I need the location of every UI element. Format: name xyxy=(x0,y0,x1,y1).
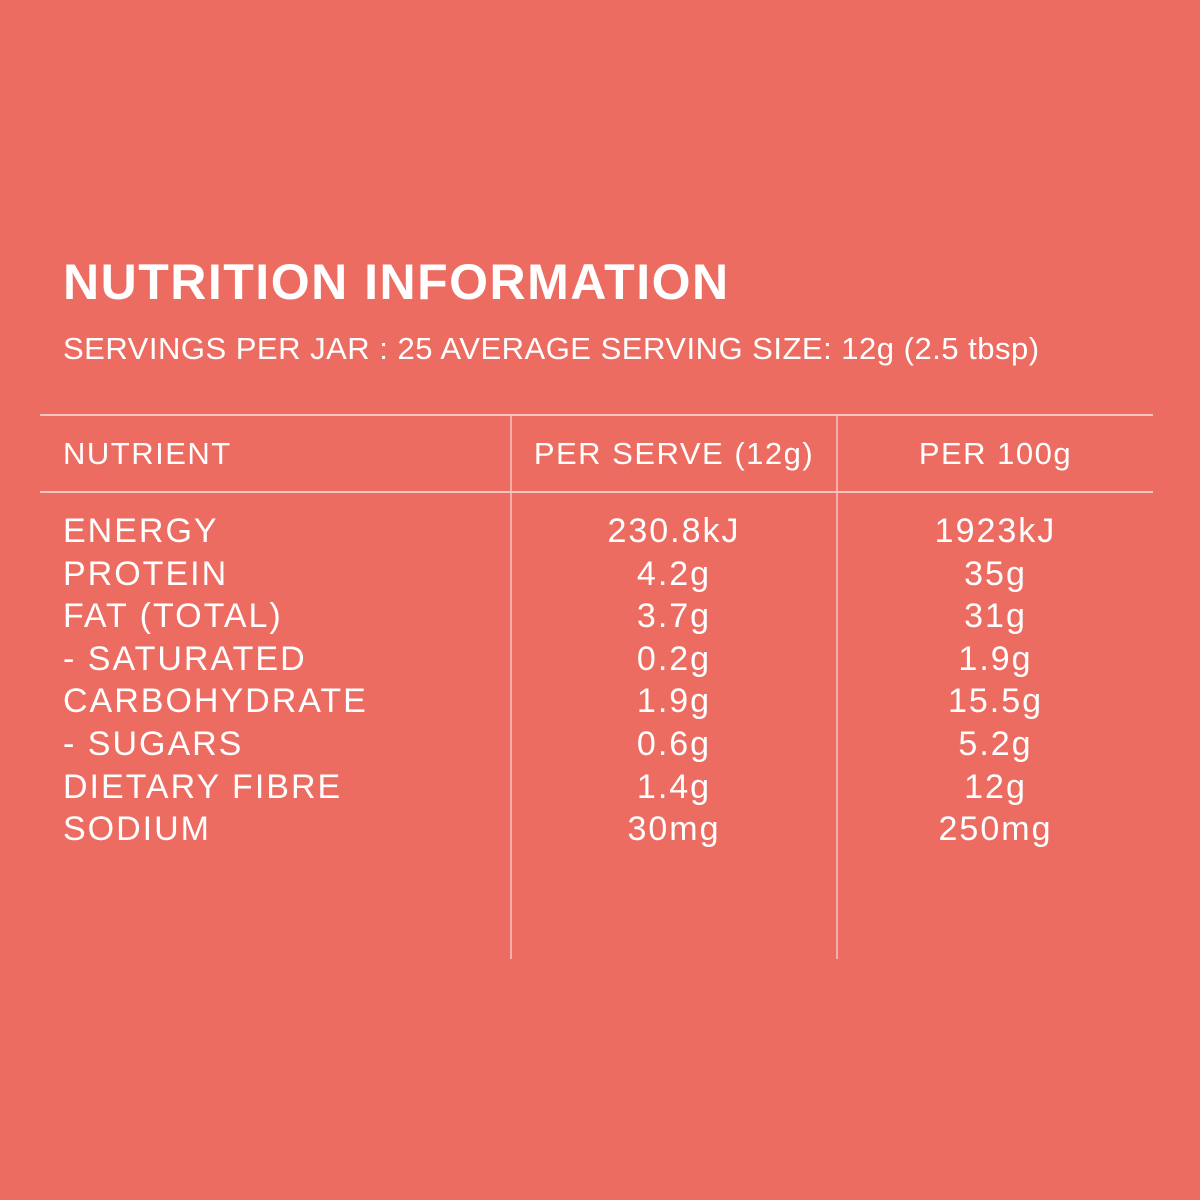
per-100g-value: 35g xyxy=(964,554,1027,593)
per-serve-value: 3.7g xyxy=(636,597,712,636)
column-header-nutrient: NUTRIENT xyxy=(63,435,232,471)
per-serve-value: 0.6g xyxy=(636,724,712,763)
nutrient-label: PROTEIN xyxy=(63,554,229,593)
nutrient-label: - SUGARS xyxy=(63,724,244,763)
nutrient-label: ENERGY xyxy=(63,512,219,550)
table-body: ENERGY PROTEIN FAT (TOTAL) - SATURATED C… xyxy=(40,493,1153,959)
per-serve-value: 1.4g xyxy=(636,767,712,806)
per-100g-column: 1923kJ 35g 31g 1.9g 15.5g 5.2g 12g 250mg xyxy=(838,493,1153,959)
nutrient-label: DIETARY FIBRE xyxy=(63,767,343,806)
nutrient-label: SODIUM xyxy=(63,810,211,849)
per-100g-value: 250mg xyxy=(938,810,1053,849)
nutrient-label: - SATURATED xyxy=(63,639,307,678)
per-100g-value: 1.9g xyxy=(958,639,1033,678)
servings-info: SERVINGS PER JAR : 25 AVERAGE SERVING SI… xyxy=(63,331,1040,366)
per-serve-value: 0.2g xyxy=(636,639,712,678)
nutrient-column: ENERGY PROTEIN FAT (TOTAL) - SATURATED C… xyxy=(40,493,510,959)
column-header-per-100g: PER 100g xyxy=(918,435,1073,471)
nutrient-label: FAT (TOTAL) xyxy=(63,597,283,636)
per-serve-value: 30mg xyxy=(627,810,721,849)
table-header-row: NUTRIENT PER SERVE (12g) PER 100g xyxy=(40,414,1153,493)
page-title: NUTRITION INFORMATION xyxy=(63,254,730,310)
per-serve-value: 230.8kJ xyxy=(607,512,741,550)
per-100g-value: 12g xyxy=(964,767,1027,806)
per-100g-value: 5.2g xyxy=(958,724,1033,763)
nutrient-label: CARBOHYDRATE xyxy=(63,682,368,721)
per-serve-value: 4.2g xyxy=(636,554,712,593)
per-serve-value: 1.9g xyxy=(636,682,712,721)
column-header-per-serve: PER SERVE (12g) xyxy=(510,416,838,491)
per-100g-value: 1923kJ xyxy=(934,512,1057,550)
nutrition-table: NUTRIENT PER SERVE (12g) PER 100g ENERGY… xyxy=(40,414,1153,959)
per-100g-value: 31g xyxy=(964,597,1027,636)
per-100g-value: 15.5g xyxy=(947,682,1044,721)
per-serve-column: 230.8kJ 4.2g 3.7g 0.2g 1.9g 0.6g 1.4g 30… xyxy=(510,493,838,959)
